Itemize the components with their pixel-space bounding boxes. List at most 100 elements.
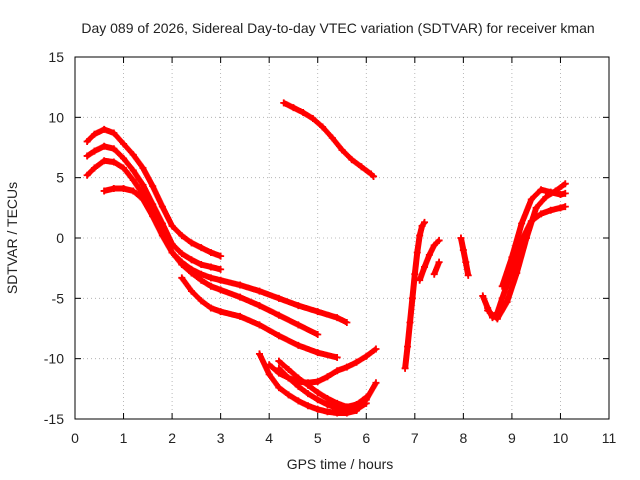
data-point (100, 125, 108, 133)
data-point (404, 343, 412, 351)
data-layer (83, 99, 569, 417)
data-point (285, 391, 293, 399)
data-point (314, 378, 322, 386)
data-point (299, 109, 307, 117)
plot-frame (74, 56, 610, 420)
data-point (120, 140, 128, 148)
data-point (217, 265, 225, 273)
data-point (319, 123, 327, 131)
series-trace (402, 220, 427, 372)
data-point (120, 185, 128, 193)
data-point (217, 308, 225, 316)
data-point (149, 182, 157, 190)
data-point (513, 269, 521, 277)
y-tick-label: -10 (44, 351, 64, 367)
data-point (323, 394, 331, 402)
data-point (90, 164, 98, 172)
data-point (333, 409, 341, 417)
data-point (498, 294, 506, 302)
data-point (280, 99, 288, 107)
data-point (353, 407, 361, 415)
data-point (100, 142, 108, 150)
series-arc-1 (83, 125, 225, 260)
series-trace (457, 235, 472, 278)
data-point (406, 318, 414, 326)
data-point (348, 156, 356, 164)
series-arc-8 (255, 350, 380, 417)
data-point (275, 369, 283, 377)
data-point (217, 252, 225, 260)
data-point (372, 379, 380, 387)
series-arc-10 (280, 99, 378, 180)
data-point (561, 203, 569, 211)
data-point (362, 396, 370, 404)
y-tick-label: -15 (44, 411, 64, 427)
data-point (83, 137, 91, 145)
data-point (537, 186, 545, 194)
data-point (542, 193, 550, 201)
y-tick-label: 10 (48, 109, 64, 125)
data-point (418, 222, 426, 230)
data-point (435, 236, 443, 244)
series-arc-9 (265, 345, 380, 387)
data-point (110, 185, 118, 193)
data-point (265, 361, 273, 369)
data-point (343, 363, 351, 371)
chart-title: Day 089 of 2026, Sidereal Day-to-day VTE… (81, 20, 594, 36)
data-point (120, 154, 128, 162)
data-point (522, 234, 530, 242)
data-point (158, 203, 166, 211)
x-tick-label: 9 (508, 430, 516, 446)
data-point (90, 147, 98, 155)
data-point (314, 308, 322, 316)
data-point (421, 263, 429, 271)
data-point (275, 357, 283, 365)
series-arc-4 (100, 185, 322, 339)
data-point (294, 397, 302, 405)
data-point (255, 287, 263, 295)
data-point (401, 364, 409, 372)
data-point (275, 311, 283, 319)
data-point (323, 408, 331, 416)
series-arc-11 (401, 218, 429, 372)
x-tick-label: 1 (120, 430, 128, 446)
data-point (207, 304, 215, 312)
data-point (188, 256, 196, 264)
data-point (129, 151, 137, 159)
x-tick-label: 5 (314, 430, 322, 446)
data-point (416, 276, 424, 284)
data-point (462, 258, 470, 266)
data-point (537, 210, 545, 218)
data-point (333, 353, 341, 361)
data-point (314, 349, 322, 357)
data-point (178, 232, 186, 240)
y-tick-label: -5 (52, 290, 65, 306)
data-point (357, 163, 365, 171)
data-point (197, 244, 205, 252)
x-tick-label: 10 (553, 430, 569, 446)
x-tick-label: 0 (71, 430, 79, 446)
x-tick-label: 8 (459, 430, 467, 446)
data-point (275, 384, 283, 392)
data-point (323, 373, 331, 381)
data-point (294, 378, 302, 386)
data-point (188, 239, 196, 247)
data-point (333, 367, 341, 375)
data-point (314, 388, 322, 396)
data-point (178, 274, 186, 282)
data-point (158, 232, 166, 240)
data-point (493, 315, 501, 323)
data-point (188, 269, 196, 277)
data-point (532, 204, 540, 212)
data-point (294, 341, 302, 349)
data-point (343, 318, 351, 326)
data-point (217, 286, 225, 294)
data-point (304, 402, 312, 410)
x-tick-label: 11 (602, 430, 617, 446)
series-arc-5 (178, 274, 341, 361)
data-point (275, 332, 283, 340)
series-arc-2 (83, 142, 225, 273)
x-tick-label: 3 (217, 430, 225, 446)
data-point (236, 312, 244, 320)
